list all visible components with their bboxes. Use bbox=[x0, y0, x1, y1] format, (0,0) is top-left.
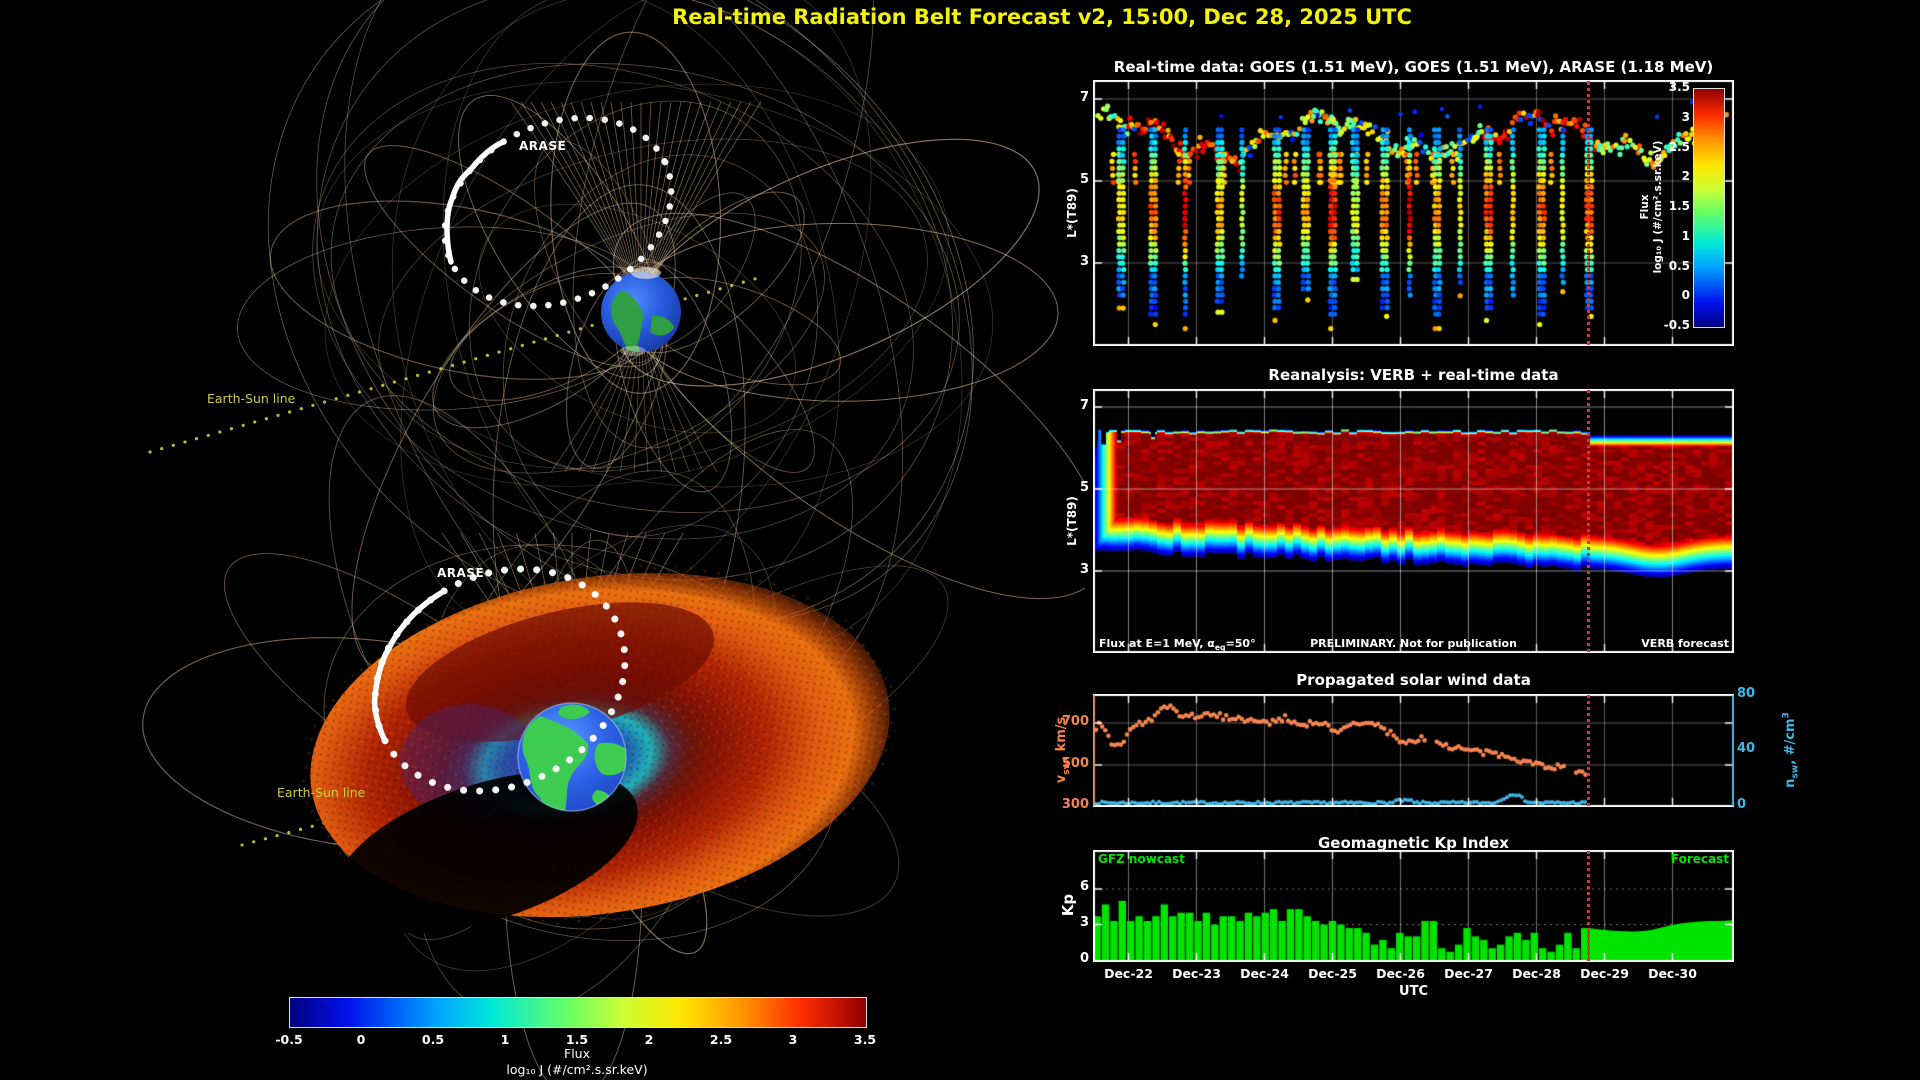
current-time-marker bbox=[1587, 695, 1590, 806]
reanalysis-heatmap bbox=[1093, 389, 1734, 653]
tick-label: 3.5 bbox=[853, 1032, 877, 1047]
solar-wind-plot bbox=[1093, 694, 1734, 807]
panel-title-solarwind: Propagated solar wind data bbox=[1296, 671, 1531, 689]
earth-sun-label-top: Earth-Sun line bbox=[207, 391, 296, 406]
tick-label: 3 bbox=[1079, 254, 1089, 269]
flux-colorbar-horizontal bbox=[289, 997, 867, 1028]
realtime-colorbar-title: Flux bbox=[1638, 194, 1651, 220]
tick-label: Dec-22 bbox=[1104, 966, 1153, 981]
tick-label: 1 bbox=[1681, 228, 1690, 243]
tick-label: Dec-28 bbox=[1512, 966, 1561, 981]
tick-label: 2.5 bbox=[1668, 139, 1690, 154]
tick-label: 80 bbox=[1737, 686, 1756, 701]
tick-label: 3 bbox=[1681, 109, 1690, 124]
tick-label: 3 bbox=[1079, 562, 1089, 577]
tick-label: 1.5 bbox=[1668, 199, 1690, 213]
panel-title-kp: Geomagnetic Kp Index bbox=[1318, 834, 1509, 852]
note-left-post: =50° bbox=[1225, 637, 1256, 650]
tick-label: Dec-25 bbox=[1308, 966, 1357, 981]
tick-label: 40 bbox=[1737, 741, 1756, 756]
page-title: Real-time Radiation Belt Forecast v2, 15… bbox=[672, 5, 1412, 29]
tick-label: 3 bbox=[788, 1032, 798, 1047]
tick-label: 2.5 bbox=[709, 1032, 733, 1047]
nsw-sup: 3 bbox=[1781, 712, 1792, 719]
tick-label: Dec-24 bbox=[1240, 966, 1289, 981]
tick-label: 500 bbox=[1061, 756, 1089, 771]
tick-label: 2 bbox=[644, 1032, 654, 1047]
tick-label: 5 bbox=[1079, 172, 1089, 187]
arase-label-top: ARASE bbox=[519, 139, 567, 153]
tick-label: 1 bbox=[500, 1032, 510, 1047]
tick-label: 0 bbox=[356, 1032, 366, 1047]
tick-label: 5 bbox=[1079, 480, 1089, 495]
tick-label: Dec-27 bbox=[1444, 966, 1493, 981]
flux-colorbar-units: log₁₀ J (#/cm².s.sr.keV) bbox=[506, 1062, 648, 1077]
tick-label: Dec-26 bbox=[1376, 966, 1425, 981]
reanalysis-note-left: Flux at E=1 MeV, αeq=50° bbox=[1099, 637, 1256, 652]
kp-nowcast-label: GFZ nowcast bbox=[1098, 852, 1185, 866]
flux-colorbar-title: Flux bbox=[564, 1046, 590, 1061]
tick-label: Dec-30 bbox=[1648, 966, 1697, 981]
earth-top bbox=[601, 267, 681, 356]
tick-label: -0.5 bbox=[275, 1032, 303, 1047]
tick-label: 0 bbox=[1737, 797, 1747, 812]
realtime-flux-colorbar bbox=[1693, 88, 1725, 328]
tick-label: 0 bbox=[1681, 288, 1690, 303]
tick-label: 0.5 bbox=[1668, 258, 1690, 273]
tick-label: -0.5 bbox=[1663, 318, 1690, 332]
earth-sun-label-bottom: Earth-Sun line bbox=[277, 785, 366, 800]
tick-label: 700 bbox=[1061, 714, 1089, 729]
nsw-rest: , #/cm bbox=[1782, 718, 1798, 765]
tick-label: 0.5 bbox=[421, 1032, 445, 1047]
kp-forecast-label: Forecast bbox=[1670, 852, 1729, 866]
note-left-pre: Flux at E=1 MeV, bbox=[1099, 637, 1208, 650]
current-time-marker bbox=[1587, 390, 1590, 652]
current-time-marker bbox=[1587, 81, 1590, 345]
vsw-main: v bbox=[1054, 774, 1070, 784]
tick-label: 7 bbox=[1079, 90, 1089, 105]
realtime-flux-plot bbox=[1093, 80, 1734, 346]
panel-title-realtime: Real-time data: GOES (1.51 MeV), GOES (1… bbox=[1113, 58, 1714, 76]
tick-label: Dec-23 bbox=[1172, 966, 1221, 981]
note-left-sub: eq bbox=[1214, 643, 1226, 653]
arase-label-bottom: ARASE bbox=[437, 566, 485, 580]
tick-label: 7 bbox=[1079, 398, 1089, 413]
reanalysis-ylabel: L*(T89) bbox=[1065, 496, 1079, 546]
tick-label: 3.5 bbox=[1668, 80, 1690, 94]
kp-ylabel: Kp bbox=[1059, 893, 1077, 917]
nsw-main: n bbox=[1782, 778, 1798, 788]
current-time-marker bbox=[1587, 851, 1590, 961]
reanalysis-note-right: VERB forecast bbox=[1641, 637, 1729, 650]
nsw-sub: sw bbox=[1790, 764, 1801, 779]
panel-title-reanalysis: Reanalysis: VERB + real-time data bbox=[1268, 366, 1559, 384]
tick-label: 2 bbox=[1681, 169, 1690, 184]
tick-label: Dec-29 bbox=[1580, 966, 1629, 981]
magnetosphere-scene bbox=[142, 0, 1085, 1080]
tick-label: 0 bbox=[1079, 951, 1089, 966]
tick-label: 300 bbox=[1061, 797, 1089, 812]
tick-label: 1.5 bbox=[565, 1032, 589, 1047]
note-left-alpha: α bbox=[1207, 637, 1215, 650]
solarwind-right-ylabel: nsw, #/cm3 bbox=[1782, 712, 1801, 788]
kp-index-plot bbox=[1093, 850, 1734, 962]
arase-orbit-top bbox=[441, 114, 675, 310]
realtime-ylabel: L*(T89) bbox=[1065, 188, 1079, 238]
tick-label: 3 bbox=[1079, 915, 1089, 930]
reanalysis-note-center: PRELIMINARY. Not for publication bbox=[1310, 637, 1517, 650]
earth-sun-line-top bbox=[148, 276, 760, 454]
kp-xlabel: UTC bbox=[1399, 984, 1428, 999]
arase-orbit-bottom bbox=[371, 565, 629, 795]
tick-label: 6 bbox=[1079, 879, 1089, 894]
